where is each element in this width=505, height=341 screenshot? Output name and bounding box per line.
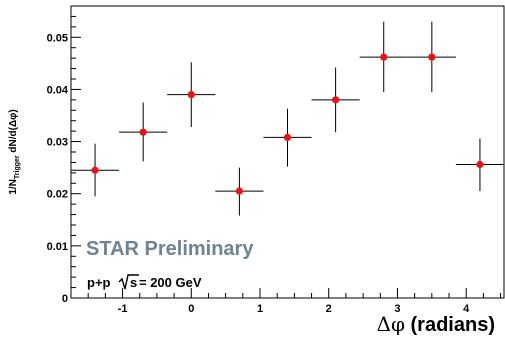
data-point: [283, 133, 292, 141]
y-axis: 0 0.01 0.02 0.03 0.04 0.05: [47, 5, 81, 305]
data-point-group: [119, 102, 168, 162]
y-tick-label: 0.05: [47, 32, 68, 44]
x-tick-label: 3: [394, 303, 400, 315]
y-tick-label: 0.04: [47, 84, 69, 96]
energy-label: p+p s = 200 GeV: [87, 274, 202, 290]
preliminary-label: STAR Preliminary: [86, 238, 254, 260]
data-point-group: [263, 108, 312, 167]
data-point-group: [311, 67, 360, 133]
energy-suffix: = 200 GeV: [139, 275, 202, 290]
y-axis-label: 1/NTrigger dN/d(Δφ): [8, 109, 21, 194]
x-tick-label: 4: [463, 303, 470, 315]
sqrt-sign: [118, 274, 139, 290]
data-point-group: [455, 138, 504, 192]
x-tick-label: -1: [118, 303, 128, 315]
data-point: [91, 166, 99, 174]
data-point: [235, 187, 243, 195]
y-tick-label: 0.03: [47, 137, 68, 149]
data-series: [71, 21, 504, 216]
x-tick-label: 0: [188, 303, 194, 315]
x-axis: -1 0 1 2 3 4: [70, 288, 502, 315]
y-tick-label: 0: [62, 293, 68, 305]
y-axis-label-subscript: Trigger: [14, 155, 21, 179]
x-axis-label: Δφ (radians): [377, 312, 495, 336]
x-tick-label: 1: [257, 303, 263, 315]
data-point: [187, 91, 195, 99]
data-point-group: [215, 167, 264, 216]
data-point-group: [71, 143, 120, 197]
data-point-group: [167, 62, 216, 127]
data-point: [139, 128, 147, 136]
y-tick-label: 0.01: [47, 241, 68, 253]
x-axis-label-unit: (radians): [405, 314, 495, 336]
x-tick-label: 2: [326, 303, 332, 315]
data-point-group: [407, 21, 456, 93]
data-point-group: [359, 21, 408, 93]
y-axis-label-rest: dN/d(Δφ): [8, 109, 19, 155]
data-point: [428, 53, 436, 61]
y-tick-label: 0.02: [47, 189, 68, 201]
data-point: [380, 53, 388, 61]
energy-root: s: [130, 275, 137, 290]
y-axis-label-main: 1/N: [8, 179, 19, 195]
data-point: [332, 96, 340, 104]
data-point: [476, 160, 484, 169]
x-axis-label-symbol: Δφ: [377, 312, 405, 336]
energy-prefix: p+p: [87, 275, 111, 290]
